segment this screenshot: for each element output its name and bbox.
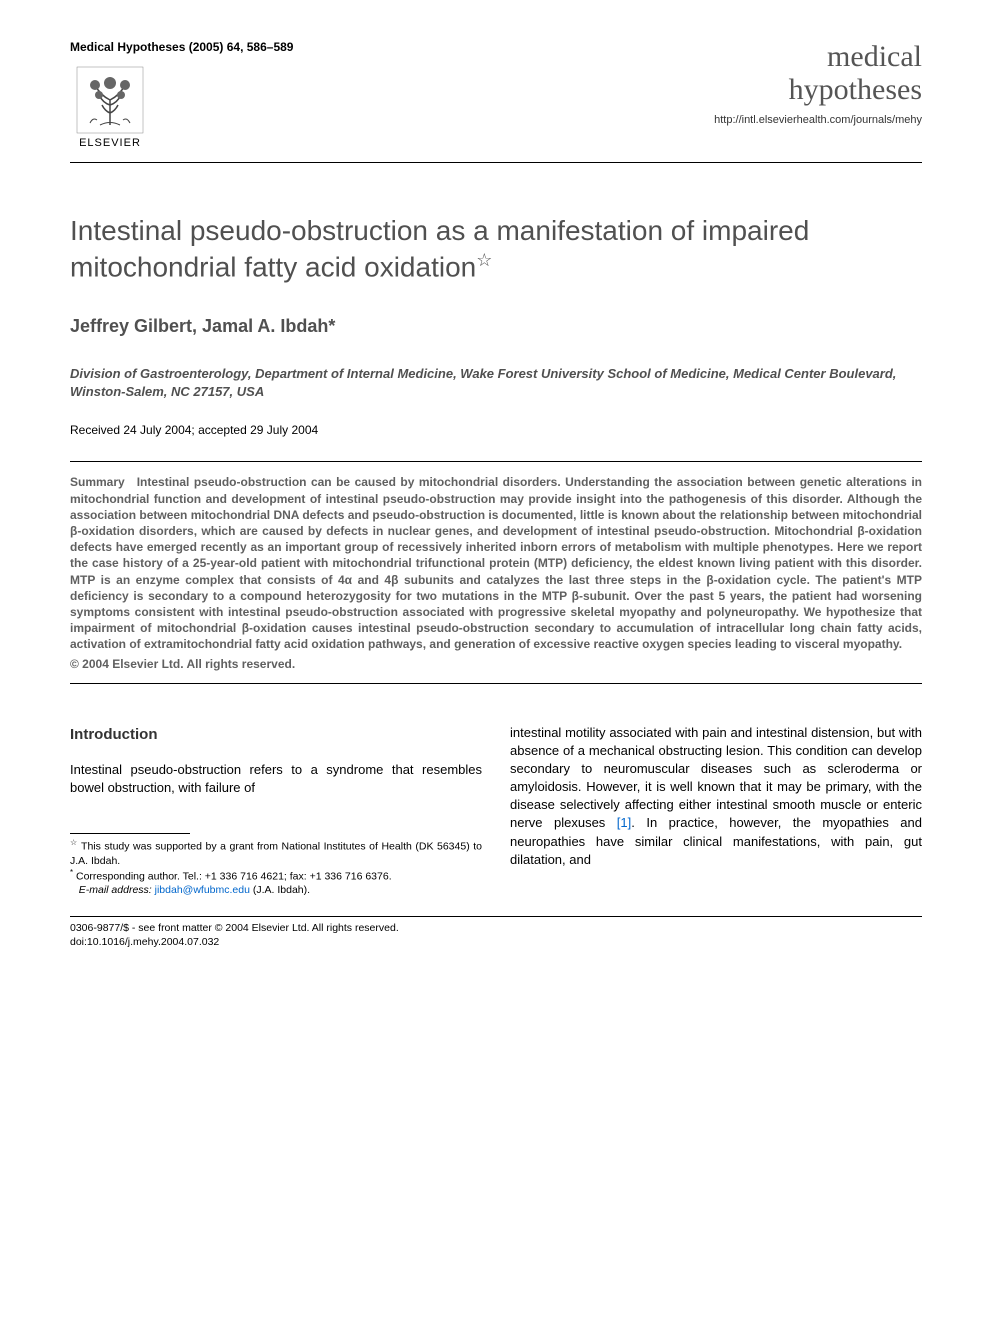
article-title: Intestinal pseudo-obstruction as a manif… [70,213,922,286]
page-header: Medical Hypotheses (2005) 64, 586–589 EL… [70,40,922,152]
body-columns: Introduction Intestinal pseudo-obstructi… [70,724,922,898]
elsevier-logo: ELSEVIER [70,62,150,152]
column-left: Introduction Intestinal pseudo-obstructi… [70,724,482,898]
journal-url: http://intl.elsevierhealth.com/journals/… [714,114,922,126]
article-dates: Received 24 July 2004; accepted 29 July … [70,423,922,437]
footnote-grant-text: This study was supported by a grant from… [70,840,482,866]
article-title-text: Intestinal pseudo-obstruction as a manif… [70,215,809,283]
summary-text: SummaryIntestinal pseudo-obstruction can… [70,474,922,652]
summary-body: Intestinal pseudo-obstruction can be cau… [70,475,922,651]
footnote-corresponding: * Corresponding author. Tel.: +1 336 716… [70,868,482,884]
reference-link-1[interactable]: [1] [617,815,631,830]
title-footnote-star: ☆ [476,250,492,270]
footnote-star-icon: ☆ [70,838,78,847]
email-link[interactable]: jibdah@wfubmc.edu [155,884,250,896]
summary-label: Summary [70,475,125,489]
footnote-email: E-mail address: jibdah@wfubmc.edu (J.A. … [70,883,482,897]
journal-title-line2: hypotheses [714,73,922,106]
footnote-rule [70,833,190,834]
publisher-name: ELSEVIER [79,137,141,149]
email-attribution: (J.A. Ibdah). [250,884,310,896]
intro-heading: Introduction [70,724,482,745]
elsevier-tree-icon [75,65,145,135]
footnote-asterisk-icon: * [70,868,73,877]
intro-paragraph-right: intestinal motility associated with pain… [510,724,922,870]
publisher-block: Medical Hypotheses (2005) 64, 586–589 EL… [70,40,293,152]
journal-reference: Medical Hypotheses (2005) 64, 586–589 [70,40,293,54]
affiliation: Division of Gastroenterology, Department… [70,365,922,401]
footer-doi: doi:10.1016/j.mehy.2004.07.032 [70,935,922,949]
journal-title-line1: medical [714,40,922,73]
footer-copyright: 0306-9877/$ - see front matter © 2004 El… [70,921,922,935]
intro-paragraph-left: Intestinal pseudo-obstruction refers to … [70,761,482,797]
footnote-corresponding-text: Corresponding author. Tel.: +1 336 716 4… [76,870,392,882]
header-rule [70,162,922,163]
summary-copyright: © 2004 Elsevier Ltd. All rights reserved… [70,657,922,671]
authors: Jeffrey Gilbert, Jamal A. Ibdah* [70,316,922,337]
summary-block: SummaryIntestinal pseudo-obstruction can… [70,461,922,683]
email-label: E-mail address: [79,884,152,896]
journal-title-block: medical hypotheses http://intl.elsevierh… [714,40,922,126]
footnote-grant: ☆ This study was supported by a grant fr… [70,838,482,868]
column-right: intestinal motility associated with pain… [510,724,922,898]
footer-rule [70,916,922,917]
